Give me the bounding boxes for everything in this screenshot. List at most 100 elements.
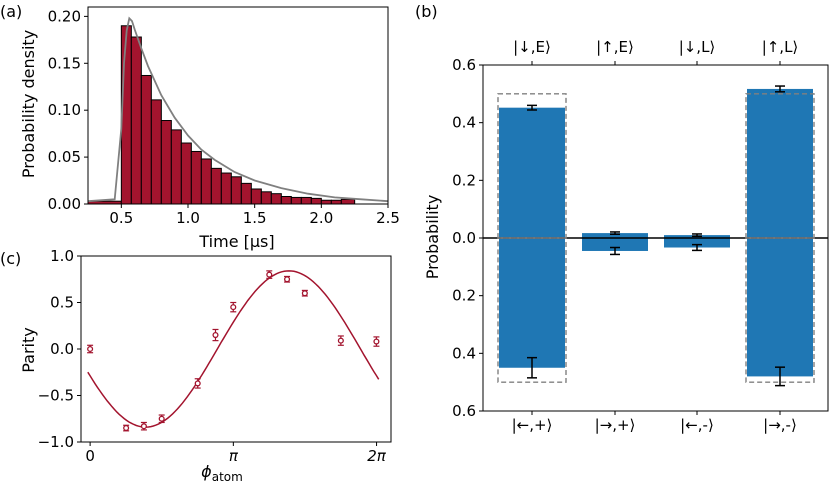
- histogram-bar: [250, 188, 262, 205]
- histogram-bar: [320, 199, 332, 205]
- x-tick-label: 2.0: [309, 209, 333, 227]
- histogram-bar: [230, 176, 242, 205]
- top-state-label: |↓,L⟩: [679, 38, 716, 56]
- histogram-bar: [300, 196, 312, 205]
- y-tick-label: 0.0: [452, 229, 476, 247]
- histogram-bar: [330, 199, 342, 205]
- ideal-outline-boxes: [497, 93, 815, 383]
- error-bar: [610, 231, 620, 236]
- histogram-bar: [120, 25, 132, 205]
- probability-bars: [499, 88, 813, 377]
- y-tick-label: 0.10: [48, 101, 81, 119]
- bottom-state-label: |←,+⟩: [512, 416, 553, 434]
- parity-point: [373, 336, 380, 347]
- y-tick-label: 0.6: [452, 402, 476, 420]
- probability-panel: 0.6 0.4 0.2 0.0 0.2 0.4 0.6 |↓,E⟩ |↑,E⟩ |↓,L⟩ |↑,…: [423, 38, 829, 434]
- parity-point: [87, 344, 94, 354]
- top-probability-bar: [747, 88, 813, 238]
- y-tick-label: 0.05: [48, 148, 81, 166]
- histogram-bar: [170, 129, 182, 205]
- parity-x-ticks: 0 π 2π: [85, 442, 387, 465]
- histogram-bar: [190, 150, 202, 205]
- top-state-labels: |↓,E⟩ |↑,E⟩ |↓,L⟩ |↑,L⟩: [513, 38, 798, 65]
- histogram-bar: [270, 193, 282, 205]
- y-tick-label: 0.5: [50, 294, 74, 312]
- parity-point: [266, 270, 273, 279]
- histogram-bar: [140, 74, 152, 205]
- histogram-bar: [340, 198, 356, 205]
- y-tick-label: 0.15: [48, 54, 81, 72]
- parity-axes-frame: [80, 255, 392, 443]
- top-state-label: |↓,E⟩: [513, 38, 551, 56]
- parity-x-label: ϕatom: [201, 462, 243, 484]
- ideal-top-box: [497, 93, 567, 239]
- histogram-bar: [310, 197, 322, 205]
- y-tick-label: 0.00: [48, 195, 81, 213]
- bottom-probability-bar: [664, 238, 730, 248]
- error-bar: [692, 243, 702, 252]
- histogram-bars: [87, 25, 356, 205]
- parity-point: [230, 301, 237, 313]
- parity-point: [140, 421, 147, 431]
- histogram-bar: [210, 167, 222, 205]
- error-bar: [775, 366, 785, 387]
- parity-fit-curve: [87, 270, 380, 428]
- x-tick-label: 0.5: [109, 209, 133, 227]
- histogram-bar: [280, 195, 292, 205]
- probability-y-ticks: 0.6 0.4 0.2 0.0 0.2 0.4 0.6: [452, 56, 483, 420]
- ideal-bottom-box: [745, 237, 815, 383]
- x-tick-label: 2.5: [376, 209, 400, 227]
- parity-point: [301, 289, 308, 297]
- error-bar: [692, 233, 702, 238]
- parity-y-label: Parity: [19, 327, 38, 373]
- histogram-bar: [220, 172, 232, 205]
- histogram-x-ticks: 0.5 1.0 1.5 2.0 2.5: [109, 204, 400, 227]
- histogram-bar: [160, 120, 172, 205]
- histogram-y-ticks: 0.00 0.05 0.10 0.15 0.20: [48, 7, 88, 213]
- y-tick-label: 0.4: [452, 114, 476, 132]
- ideal-bottom-box: [497, 237, 567, 383]
- panel-label-c: (c): [0, 249, 21, 268]
- y-tick-label: 1.0: [50, 247, 74, 265]
- x-tick-label: 1.5: [243, 209, 267, 227]
- histogram-fit-curve: [87, 16, 389, 203]
- histogram-bar: [130, 36, 142, 205]
- histogram-bar: [260, 191, 272, 205]
- histogram-panel: 0.5 1.0 1.5 2.0 2.5 0.00 0.05 0.10 0.15 0.20 Tim…: [19, 6, 400, 251]
- parity-points: [87, 270, 380, 432]
- ideal-top-box: [745, 93, 815, 239]
- top-probability-bar: [582, 233, 648, 238]
- y-tick-label: 0.2: [452, 287, 476, 305]
- y-tick-label: 0.6: [452, 56, 476, 74]
- x-tick-label: π: [229, 447, 239, 465]
- y-tick-label: 0.20: [48, 7, 81, 25]
- parity-point: [194, 378, 201, 389]
- y-tick-label: −1.0: [38, 433, 74, 451]
- bottom-probability-bar: [582, 238, 648, 251]
- top-state-label: |↑,E⟩: [596, 38, 634, 56]
- histogram-bar: [150, 99, 162, 205]
- x-tick-label: 2π: [367, 447, 387, 465]
- histogram-bar: [290, 196, 302, 205]
- bottom-state-label: |→,+⟩: [595, 416, 636, 434]
- y-tick-label: 0.2: [452, 171, 476, 189]
- bottom-state-label: |→,-⟩: [763, 416, 797, 434]
- probability-y-label: Probability: [423, 195, 442, 280]
- x-tick-label: 0: [85, 447, 95, 465]
- top-probability-bar: [499, 107, 565, 238]
- parity-point: [212, 328, 219, 342]
- parity-panel: 0 π 2π 1.0 0.5 0.0 −0.5 −1.0 ϕatom Parity: [19, 247, 392, 484]
- histogram-x-label: Time [μs]: [198, 232, 274, 251]
- histogram-bar: [200, 158, 212, 205]
- y-tick-label: 0.0: [50, 340, 74, 358]
- error-bar: [527, 104, 537, 111]
- parity-point: [123, 424, 130, 432]
- error-bar: [610, 246, 620, 256]
- histogram-bar: [240, 182, 252, 205]
- panel-label-a: (a): [0, 2, 22, 21]
- histogram-axes-frame: [87, 6, 389, 205]
- parity-point: [284, 275, 291, 283]
- parity-point: [337, 335, 344, 346]
- panel-label-b: (b): [415, 2, 438, 21]
